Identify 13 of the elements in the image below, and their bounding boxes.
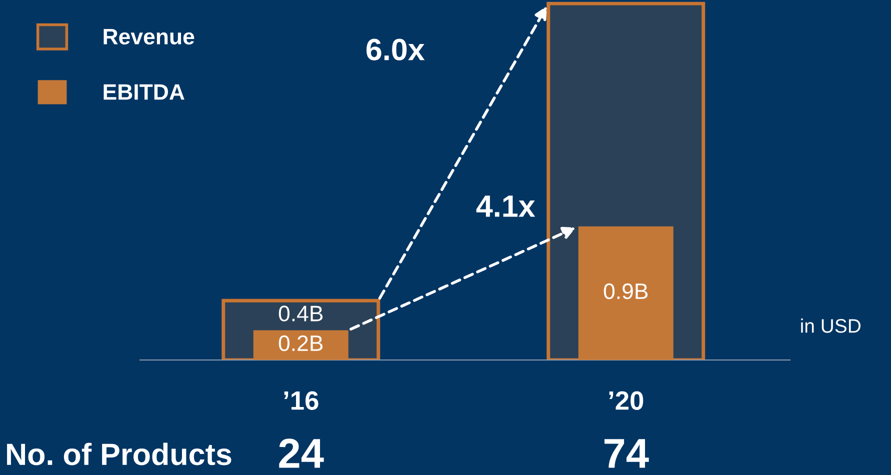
legend-label: EBITDA [104, 84, 184, 100]
data-label: 0.4B [278, 306, 323, 322]
annotation: 6.0x [366, 38, 425, 60]
text: in USD [801, 318, 860, 333]
text: 24 [279, 438, 324, 468]
data-label: 0.9B [604, 283, 648, 300]
data-label: 0.2B [278, 335, 323, 352]
x-tick-label: ’16 [284, 391, 318, 410]
legend-label: Revenue [104, 29, 194, 45]
text: No. of Products [7, 442, 232, 466]
x-tick-label: ’20 [609, 391, 644, 410]
text: 74 [604, 439, 649, 468]
annotation: 4.1x [476, 196, 536, 217]
